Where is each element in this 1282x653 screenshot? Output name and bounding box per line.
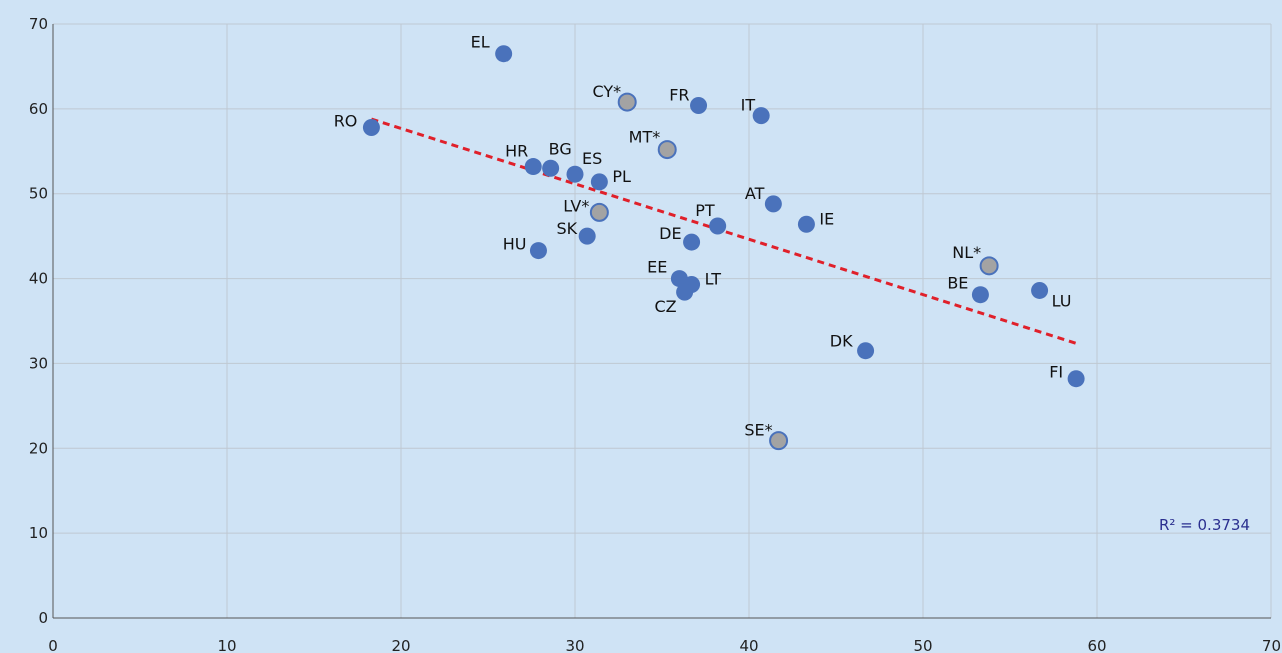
data-point-it: [752, 107, 770, 125]
y-tick-label: 60: [29, 100, 48, 118]
point-label-de: DE: [659, 224, 681, 243]
point-label-nl: NL*: [952, 243, 981, 262]
y-axis-ticks: 0 10 20 30 40 50 60 70: [29, 15, 48, 627]
point-label-dk: DK: [830, 332, 853, 351]
point-label-lv: LV*: [563, 196, 589, 215]
x-tick-label: 20: [391, 637, 410, 653]
point-label-lt: LT: [705, 270, 722, 289]
point-label-bg: BG: [549, 139, 572, 158]
x-tick-label: 60: [1087, 637, 1106, 653]
data-point-cy: [617, 92, 637, 112]
point-labels: EL CY* FR IT RO MT* HR BG ES PL AT LV* IE PT SK DE HU NL*…: [334, 33, 1072, 440]
y-tick-label: 50: [29, 185, 48, 203]
data-point-cz: [676, 283, 694, 301]
trendline: [370, 117, 1079, 346]
data-point-sk: [578, 227, 596, 245]
point-label-be: BE: [947, 274, 968, 293]
data-point-pl: [590, 173, 608, 191]
point-label-ro: RO: [334, 112, 358, 131]
plot-area: [53, 24, 1271, 618]
point-label-mt: MT*: [629, 128, 661, 147]
data-point-bg: [542, 159, 560, 177]
trendline-group: [370, 117, 1079, 346]
point-label-es: ES: [582, 149, 602, 168]
data-point-se: [769, 431, 789, 451]
y-tick-label: 0: [38, 609, 48, 627]
r-squared-label: R² = 0.3734: [1159, 516, 1250, 534]
point-label-sk: SK: [557, 219, 578, 238]
data-point-fi: [1067, 370, 1085, 388]
data-point-hu: [529, 242, 547, 260]
y-tick-label: 40: [29, 270, 48, 288]
data-point-lv: [589, 202, 609, 222]
y-tick-label: 30: [29, 354, 48, 372]
point-label-lu: LU: [1052, 291, 1072, 310]
data-point-nl: [979, 256, 999, 276]
data-point-lu: [1031, 281, 1049, 299]
x-tick-label: 70: [1262, 637, 1281, 653]
data-point-ie: [797, 215, 815, 233]
data-point-at: [764, 195, 782, 213]
point-label-ie: IE: [819, 209, 834, 228]
x-tick-label: 0: [48, 637, 58, 653]
data-point-ro: [362, 119, 380, 137]
x-axis-ticks: 0 10 20 30 40 50 60 70: [48, 637, 1281, 653]
x-tick-label: 40: [739, 637, 758, 653]
data-point-el: [495, 45, 513, 63]
y-tick-label: 70: [29, 15, 48, 33]
axes: [52, 24, 1271, 619]
data-point-mt: [657, 140, 677, 160]
point-label-cy: CY*: [593, 82, 622, 101]
data-points: [362, 45, 1085, 451]
point-label-fi: FI: [1049, 363, 1063, 382]
point-label-pl: PL: [612, 167, 631, 186]
gridlines: [53, 23, 1272, 618]
y-tick-label: 20: [29, 439, 48, 457]
data-point-fr: [690, 96, 708, 114]
data-point-be: [971, 286, 989, 304]
point-label-hu: HU: [503, 235, 527, 254]
data-point-de: [683, 233, 701, 251]
data-point-pt: [709, 217, 727, 235]
point-label-ee: EE: [647, 258, 667, 277]
point-label-pt: PT: [695, 201, 715, 220]
y-tick-label: 10: [29, 524, 48, 542]
x-tick-label: 10: [217, 637, 236, 653]
point-label-fr: FR: [669, 85, 689, 104]
data-point-dk: [857, 342, 875, 360]
x-tick-label: 50: [913, 637, 932, 653]
point-label-cz: CZ: [654, 297, 676, 316]
point-label-hr: HR: [505, 142, 528, 161]
data-point-hr: [524, 158, 542, 176]
point-label-se: SE*: [744, 421, 772, 440]
data-point-es: [566, 165, 584, 183]
x-tick-label: 30: [565, 637, 584, 653]
point-label-at: AT: [745, 184, 765, 203]
point-label-el: EL: [471, 33, 490, 52]
point-label-it: IT: [741, 96, 756, 115]
